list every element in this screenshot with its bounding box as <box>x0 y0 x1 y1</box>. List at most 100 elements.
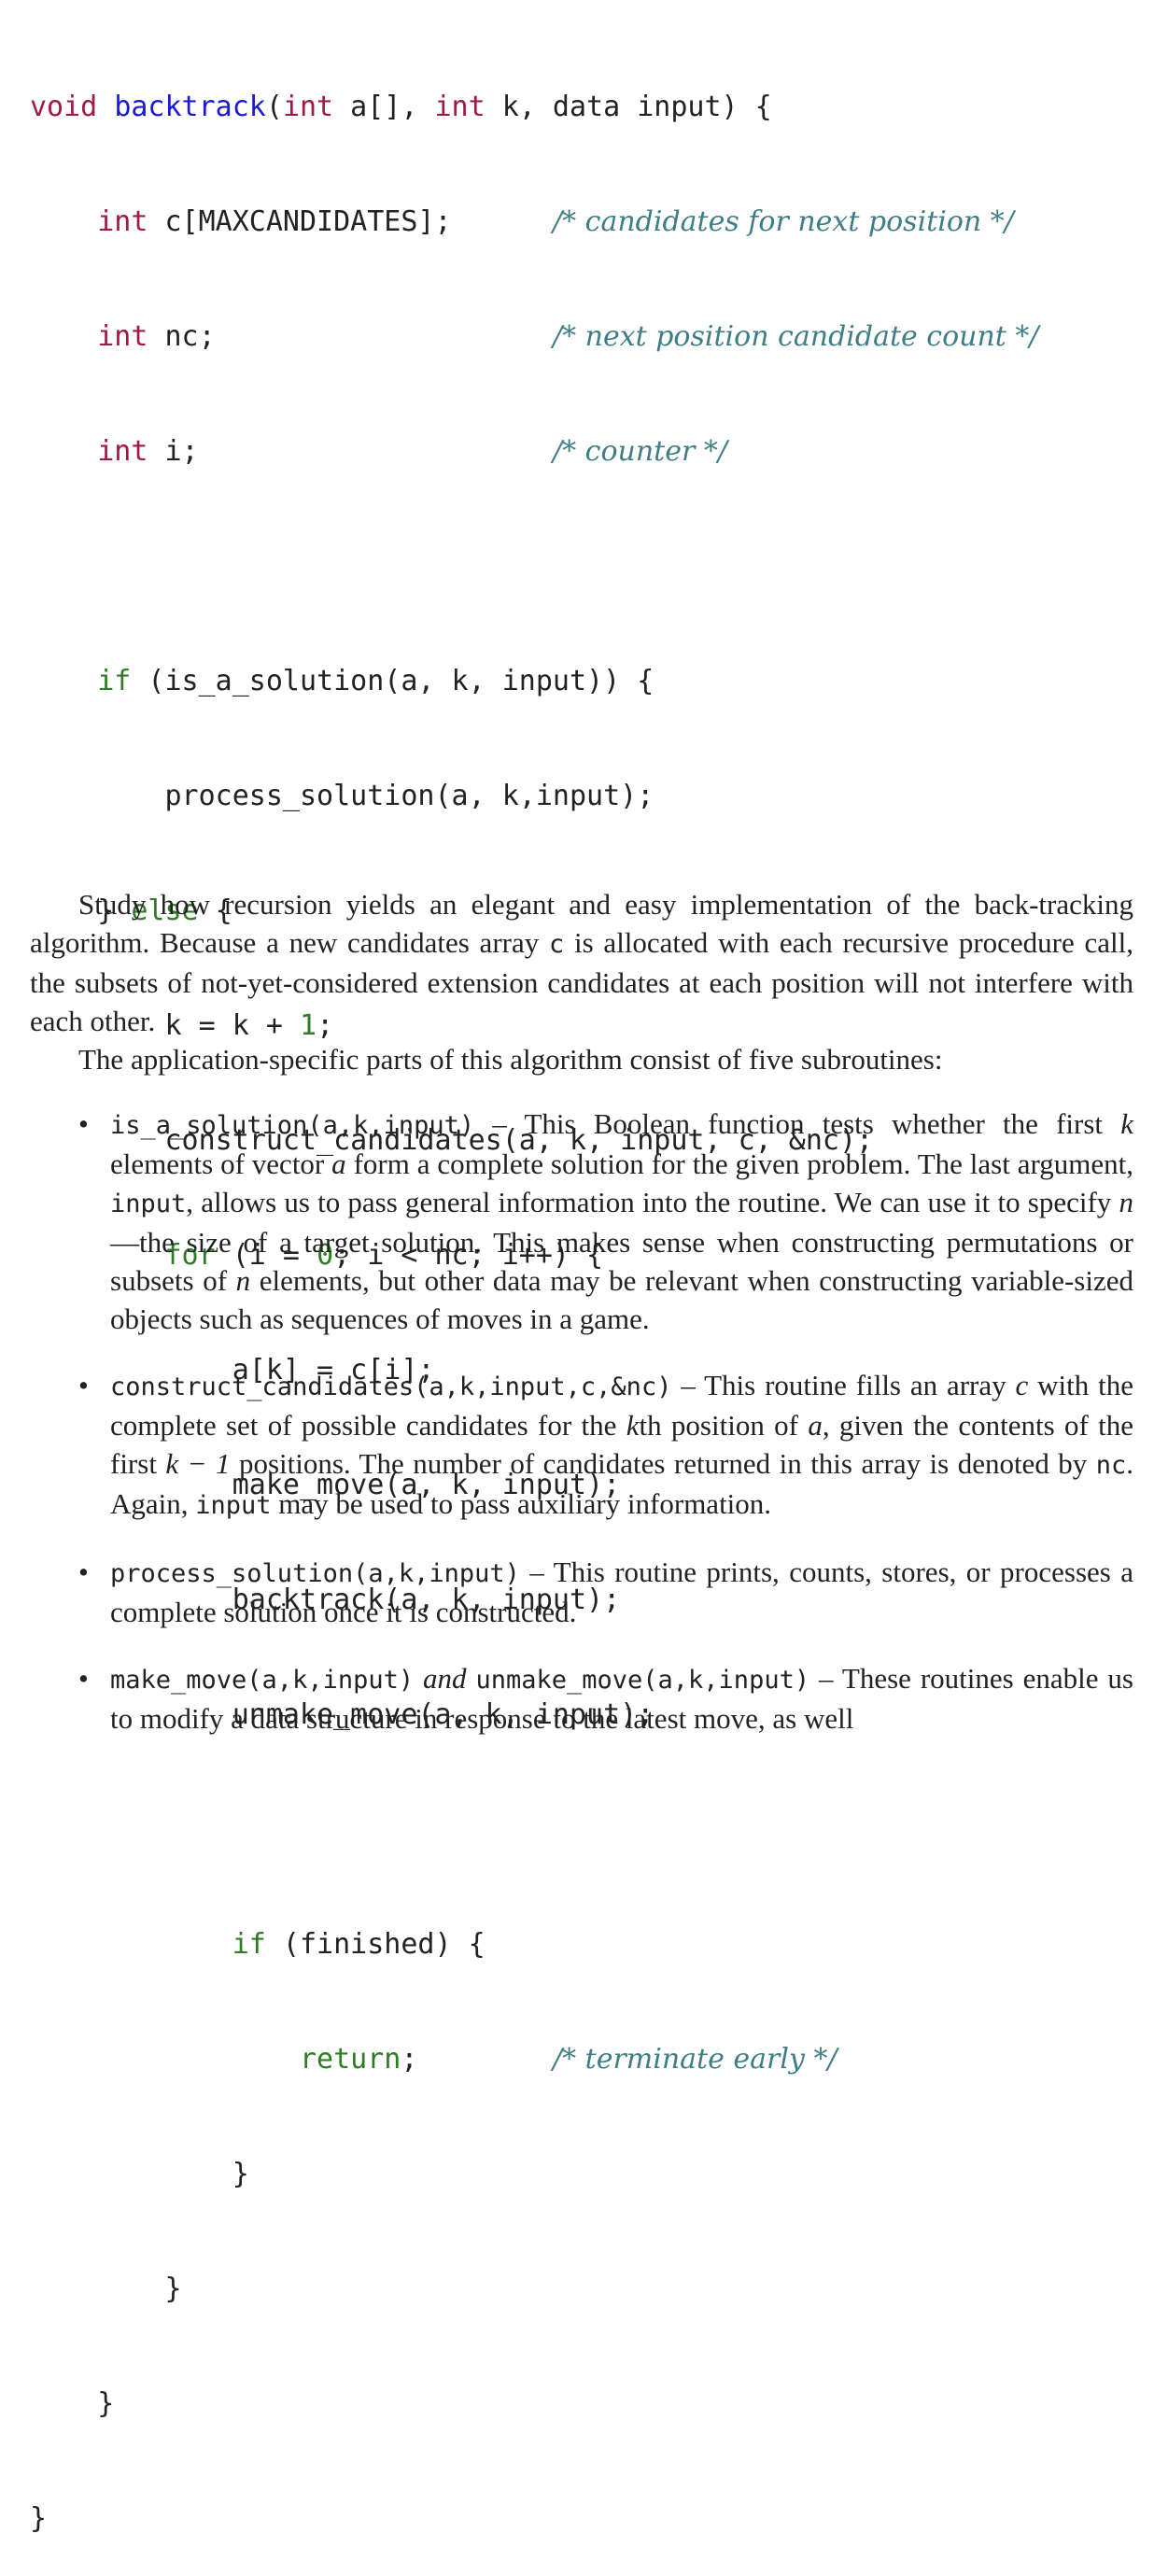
math-var: a <box>331 1147 346 1180</box>
code-comment: /* terminate early */ <box>553 2043 837 2076</box>
text: —the size of a target solution. This mak… <box>110 1226 1133 1297</box>
text: – These routines enable us to modify a d… <box>110 1662 1133 1735</box>
text: may be used to pass auxiliary informatio… <box>271 1487 772 1520</box>
text: th position of <box>639 1409 809 1442</box>
function-name: backtrack <box>114 91 266 123</box>
code-text: make_move(a, k, input); <box>232 1469 621 1501</box>
code-brace: } <box>164 2273 182 2305</box>
math-var: n <box>1119 1186 1134 1218</box>
code-line-construct: construct_candidates(a, k, input, c, &nc… <box>30 1121 874 1160</box>
bullet-icon: • <box>78 1107 89 1140</box>
code-text: (i = <box>215 1239 317 1272</box>
keyword-int: int <box>97 435 148 468</box>
keyword-int: int <box>97 205 148 238</box>
code-comment: /* candidates for next position */ <box>553 205 1014 238</box>
code-text: ; i < nc; i++) { <box>333 1239 604 1272</box>
code-text: process_solution(a, k,input); <box>164 780 654 812</box>
keyword-if: if <box>97 665 132 697</box>
text: – This routine fills an array <box>671 1369 1016 1401</box>
text: Study how recursion yields an elegant an… <box>30 888 1133 959</box>
code-text: i; <box>148 435 199 468</box>
text: , given the contents of the first <box>110 1409 1134 1480</box>
text: – This routine prints, counts, stores, o… <box>110 1555 1133 1628</box>
keyword-return: return <box>299 2043 401 2076</box>
code-line-close-for: } <box>30 2270 873 2308</box>
code-line-if-finished: if (finished) { <box>30 1925 873 1964</box>
code-line-if-solution: if (is_a_solution(a, k, input)) { <box>30 662 873 700</box>
text: positions. The number of candidates retu… <box>230 1447 1096 1480</box>
code-number: 0 <box>317 1239 334 1272</box>
text: and <box>414 1662 476 1695</box>
code-comment: /* next position candidate count */ <box>553 320 1039 353</box>
code-line-blank <box>30 547 873 585</box>
code-text: (is_a_solution(a, k, input)) { <box>131 665 654 697</box>
inline-code: make_move(a,k,input) <box>110 1666 415 1695</box>
text: . Again, <box>110 1447 1133 1520</box>
code-text: ; <box>401 2043 418 2076</box>
code-number: 1 <box>300 1009 317 1042</box>
code-text: a[k] = c[i]; <box>232 1354 435 1387</box>
inline-code: process_solution(a,k,input) <box>110 1559 520 1588</box>
math-var: n <box>235 1264 251 1297</box>
code-text: unmake_move(a, k, input); <box>232 1698 654 1731</box>
code-text: (finished) { <box>265 1928 486 1961</box>
code-line-close-if: } <box>30 2155 873 2193</box>
code-brace: } <box>97 2387 115 2420</box>
inline-code: input <box>195 1491 272 1520</box>
math-var: k <box>626 1409 640 1442</box>
code-text: a[], <box>333 91 435 123</box>
code-text: backtrack(a, k, input); <box>232 1584 621 1616</box>
code-line-else: } else { <box>30 892 873 930</box>
keyword-int: int <box>97 320 148 353</box>
text: , allows us to pass general information … <box>186 1186 1119 1218</box>
keyword-for: for <box>164 1239 216 1272</box>
text: with the complete set of possible candid… <box>110 1369 1133 1442</box>
code-brace: } <box>30 2502 48 2535</box>
inline-code: construct_candidates(a,k,input,c,&nc) <box>110 1372 672 1401</box>
code-text: { <box>198 894 232 927</box>
code-line-assign: a[k] = c[i]; <box>30 1351 873 1389</box>
code-line-close-else: } <box>30 2385 873 2423</box>
code-text: ; <box>317 1009 334 1042</box>
math-expr: k − 1 <box>165 1447 231 1480</box>
code-text: k, data input) { <box>485 91 772 123</box>
list-item: • is_a_solution(a,k,input) – This Boolea… <box>30 1105 1133 1338</box>
code-line-decl-nc: int nc; /* next position candidate count … <box>30 317 1038 356</box>
code-line-process: process_solution(a, k,input); <box>30 777 873 815</box>
code-line-blank <box>30 1810 873 1849</box>
paragraph-subroutines: The application-specific parts of this a… <box>78 1043 943 1076</box>
list-item: • process_solution(a,k,input) – This rou… <box>30 1553 1133 1631</box>
keyword-void: void <box>30 91 98 123</box>
code-text: c[MAXCANDIDATES]; <box>148 205 452 238</box>
code-line-decl-i: int i; /* counter */ <box>30 432 873 471</box>
bullet-icon: • <box>78 1369 89 1401</box>
inline-code: input <box>110 1189 187 1218</box>
code-line-recurse: backtrack(a, k, input); <box>30 1581 873 1619</box>
code-line-unmake-move: unmake_move(a, k, input); <box>30 1696 873 1734</box>
body-text: Study how recursion yields an elegant an… <box>30 885 1133 1766</box>
code-comment: /* counter */ <box>553 435 727 468</box>
code-line-decl-c: int c[MAXCANDIDATES]; /* candidates for n… <box>30 203 1014 241</box>
code-text: ( <box>265 91 283 123</box>
code-text: nc; <box>148 320 216 353</box>
bullet-icon: • <box>78 1555 89 1588</box>
list-item: • make_move(a,k,input) and unmake_move(a… <box>30 1659 1133 1738</box>
code-brace: } <box>232 2158 249 2190</box>
code-text: } <box>97 894 132 927</box>
code-line-signature: void backtrack(int a[], int k, data inpu… <box>30 88 873 126</box>
text: – This Boolean function tests whether th… <box>474 1107 1121 1140</box>
code-text: construct_candidates(a, k, input, c, &nc… <box>164 1124 874 1157</box>
code-line-close-function: } <box>30 2499 873 2538</box>
text: elements of vector <box>110 1147 332 1180</box>
inline-code: is_a_solution(a,k,input) <box>110 1111 475 1140</box>
code-line-return: return; /* terminate early */ <box>30 2040 873 2078</box>
text: form a complete solution for the given p… <box>345 1147 1133 1180</box>
inline-code: c <box>548 930 565 959</box>
math-var: a <box>808 1409 823 1442</box>
keyword-int: int <box>434 91 486 123</box>
subroutine-list: • is_a_solution(a,k,input) – This Boolea… <box>30 1105 1133 1738</box>
paragraph-recursion: Study how recursion yields an elegant an… <box>30 885 1133 1040</box>
keyword-else: else <box>131 894 199 927</box>
code-line-for: for (i = 0; i < nc; i++) { <box>30 1236 873 1274</box>
code-listing: void backtrack( int a[], int k, data inpu… <box>30 11 1039 2576</box>
